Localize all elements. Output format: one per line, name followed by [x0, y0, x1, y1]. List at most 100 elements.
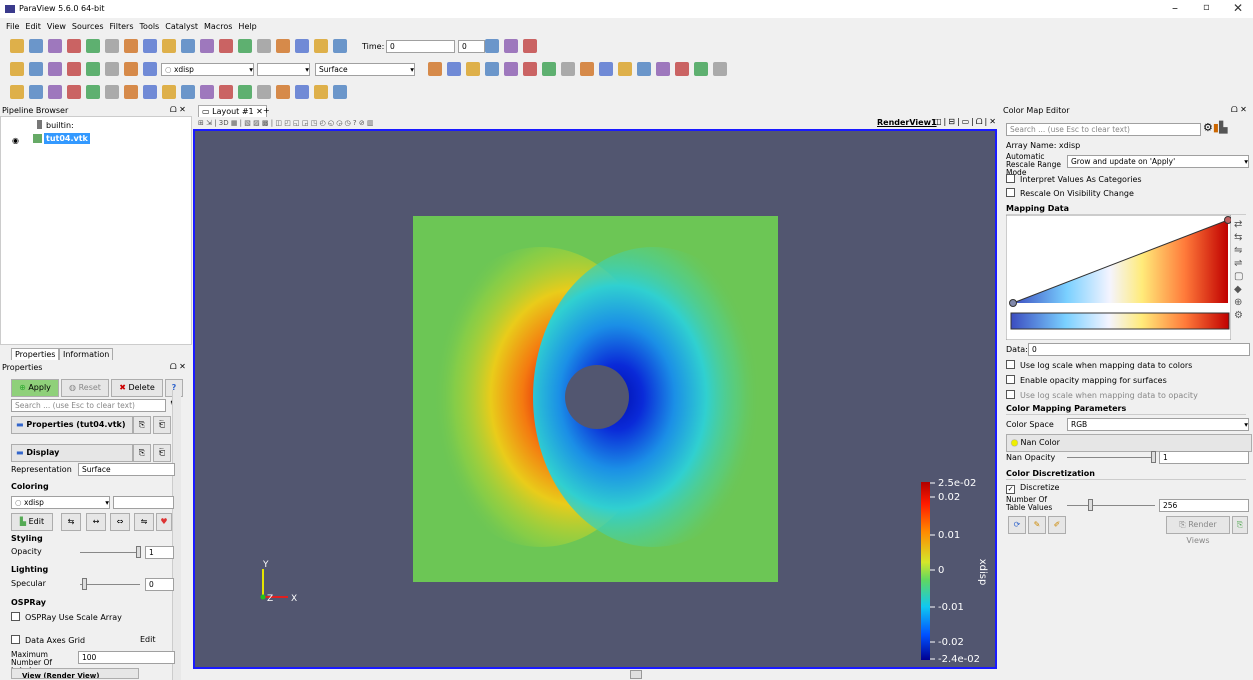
menu-item[interactable]: Catalyst: [165, 22, 199, 31]
toolbar-button[interactable]: [561, 62, 575, 76]
slider-handle[interactable]: [1151, 451, 1156, 463]
nan-opacity-slider[interactable]: [1067, 457, 1155, 458]
cme-dock-buttons[interactable]: ᗝ ✕: [1231, 105, 1247, 114]
toolbar-button[interactable]: [257, 85, 271, 99]
toolbar-button[interactable]: [29, 39, 43, 53]
toolbar-button[interactable]: [637, 62, 651, 76]
coloring-tool[interactable]: ⇋: [134, 513, 154, 531]
nan-opacity-field[interactable]: 1: [1159, 451, 1249, 464]
menu-item[interactable]: View: [46, 22, 66, 31]
reset-button[interactable]: ◍ Reset: [61, 379, 109, 397]
toolbar-button[interactable]: [523, 62, 537, 76]
data-field[interactable]: 0: [1028, 343, 1250, 356]
toolbar-button[interactable]: [10, 85, 24, 99]
cme-search[interactable]: Search ... (use Esc to clear text): [1006, 123, 1201, 136]
data-axes-edit[interactable]: Edit: [140, 635, 156, 644]
tab[interactable]: Information: [59, 348, 114, 360]
component-select[interactable]: [113, 496, 174, 509]
view-frame-buttons[interactable]: ◫|⊟|▭|ᗝ|✕: [934, 117, 998, 126]
checkbox[interactable]: Use log scale when mapping data to opaci…: [1006, 390, 1198, 400]
coloring-tool[interactable]: ⇔: [110, 513, 130, 531]
tab[interactable]: Properties: [11, 348, 60, 360]
toolbar-button[interactable]: [86, 39, 100, 53]
toolbar-button[interactable]: [67, 85, 81, 99]
toolbar-button[interactable]: [181, 85, 195, 99]
toolbar-button[interactable]: [86, 85, 100, 99]
slider-handle[interactable]: [136, 546, 141, 558]
toolbar-button[interactable]: [295, 85, 309, 99]
pipeline-item[interactable]: tut04.vtk: [44, 133, 90, 144]
add-layout[interactable]: +: [263, 106, 270, 115]
toolbar-button[interactable]: [219, 85, 233, 99]
opacity-slider[interactable]: [80, 552, 140, 553]
toolbar-button[interactable]: [333, 39, 347, 53]
toolbar-button[interactable]: [238, 85, 252, 99]
toolbar-button[interactable]: [504, 62, 518, 76]
toolbar-button[interactable]: [295, 39, 309, 53]
toolbar-button[interactable]: [314, 39, 328, 53]
paste-button[interactable]: ⎗: [153, 416, 171, 434]
checkbox[interactable]: Rescale On Visibility Change: [1006, 188, 1134, 198]
toolbar-button[interactable]: [504, 39, 518, 53]
specular-field[interactable]: 0: [145, 578, 174, 591]
toolbar-button[interactable]: [162, 85, 176, 99]
toolbar-button[interactable]: [67, 39, 81, 53]
array-select[interactable]: ○ xdisp ▾: [161, 63, 254, 76]
toolbar-button[interactable]: [333, 85, 347, 99]
section-header[interactable]: ▬ Properties (tut04.vtk): [11, 416, 133, 434]
toolbar-button[interactable]: [523, 39, 537, 53]
max-labels-field[interactable]: 100: [78, 651, 175, 664]
toolbar-button[interactable]: [29, 62, 43, 76]
toolbar-button[interactable]: [485, 39, 499, 53]
toolbar-button[interactable]: [656, 62, 670, 76]
color-space-select[interactable]: RGB ▾: [1067, 418, 1249, 431]
representation-field[interactable]: Surface: [78, 463, 175, 476]
toolbar-button[interactable]: [257, 39, 271, 53]
toolbar-button[interactable]: [447, 62, 461, 76]
menu-item[interactable]: Filters: [109, 22, 134, 31]
toolbar-button[interactable]: [314, 85, 328, 99]
toolbar-button[interactable]: [143, 62, 157, 76]
copy-button[interactable]: ⎘: [133, 444, 151, 462]
toolbar-button[interactable]: [29, 85, 43, 99]
toolbar-button[interactable]: [276, 85, 290, 99]
specular-slider[interactable]: [80, 584, 140, 585]
layout-tab[interactable]: ▭ Layout #1 ✕: [198, 105, 267, 117]
section-header[interactable]: View (Render View): [11, 668, 139, 679]
checkbox[interactable]: Use log scale when mapping data to color…: [1006, 360, 1192, 370]
table-values-field[interactable]: 256: [1159, 499, 1249, 512]
menu-item[interactable]: File: [6, 22, 20, 31]
toolbar-button[interactable]: [675, 62, 689, 76]
render-views-button[interactable]: ⎘ Render Views: [1166, 516, 1230, 545]
representation-select[interactable]: Surface ▾: [315, 63, 415, 76]
toolbar-button[interactable]: [466, 62, 480, 76]
coloring-tool[interactable]: ↔: [86, 513, 106, 531]
visibility-eye[interactable]: ◉: [12, 136, 19, 145]
toolbar-button[interactable]: [713, 62, 727, 76]
menu-item[interactable]: Sources: [71, 22, 104, 31]
transfer-function-editor[interactable]: [1006, 215, 1231, 340]
checkbox[interactable]: ✓ Discretize: [1006, 483, 1060, 494]
toolbar-button[interactable]: [542, 62, 556, 76]
toolbar-button[interactable]: [428, 62, 442, 76]
coloring-tool[interactable]: ⇆: [61, 513, 81, 531]
toolbar-button[interactable]: [599, 62, 613, 76]
toolbar-button[interactable]: [143, 39, 157, 53]
toolbar-button[interactable]: [200, 85, 214, 99]
maximize[interactable]: ▫: [1203, 2, 1210, 13]
toolbar-button[interactable]: [10, 62, 24, 76]
pipeline-dock-buttons[interactable]: ᗝ ✕: [170, 105, 186, 114]
opacity-field[interactable]: 1: [145, 546, 174, 559]
toolbar-button[interactable]: [219, 39, 233, 53]
toolbar-button[interactable]: [124, 62, 138, 76]
menu-item[interactable]: Tools: [139, 22, 160, 31]
slider-handle[interactable]: [1088, 499, 1093, 511]
checkbox[interactable]: Interpret Values As Categories: [1006, 174, 1142, 184]
toolbar-button[interactable]: [580, 62, 594, 76]
section-header[interactable]: ▬ Display (UnstructuredG: [11, 444, 133, 462]
cme-action[interactable]: ✎: [1028, 516, 1046, 534]
view-mode[interactable]: 3D: [218, 119, 229, 127]
toolbar-button[interactable]: [105, 62, 119, 76]
table-values-slider[interactable]: [1067, 505, 1155, 506]
slider-handle[interactable]: [82, 578, 87, 590]
